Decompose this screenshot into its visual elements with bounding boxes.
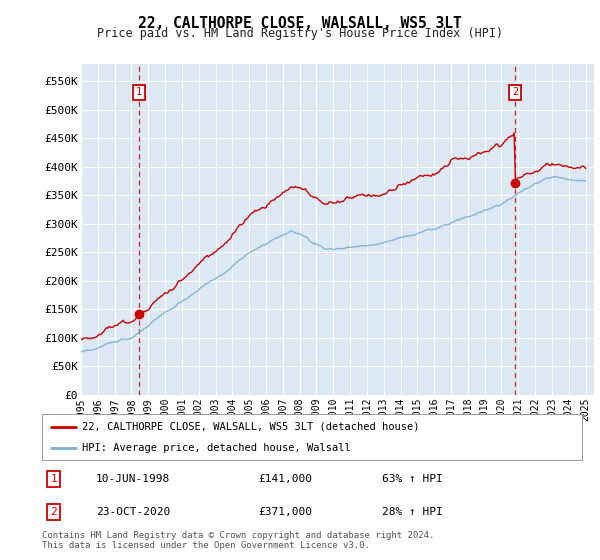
Text: 28% ↑ HPI: 28% ↑ HPI xyxy=(382,507,443,517)
Text: 22, CALTHORPE CLOSE, WALSALL, WS5 3LT: 22, CALTHORPE CLOSE, WALSALL, WS5 3LT xyxy=(138,16,462,31)
Text: 23-OCT-2020: 23-OCT-2020 xyxy=(96,507,170,517)
Text: 63% ↑ HPI: 63% ↑ HPI xyxy=(382,474,443,484)
Text: 2: 2 xyxy=(50,507,57,517)
Text: Contains HM Land Registry data © Crown copyright and database right 2024.
This d: Contains HM Land Registry data © Crown c… xyxy=(42,530,434,550)
Text: Price paid vs. HM Land Registry's House Price Index (HPI): Price paid vs. HM Land Registry's House … xyxy=(97,27,503,40)
Text: 1: 1 xyxy=(136,87,142,97)
Text: £371,000: £371,000 xyxy=(258,507,312,517)
Text: 10-JUN-1998: 10-JUN-1998 xyxy=(96,474,170,484)
Text: HPI: Average price, detached house, Walsall: HPI: Average price, detached house, Wals… xyxy=(83,443,351,453)
Text: £141,000: £141,000 xyxy=(258,474,312,484)
Text: 22, CALTHORPE CLOSE, WALSALL, WS5 3LT (detached house): 22, CALTHORPE CLOSE, WALSALL, WS5 3LT (d… xyxy=(83,422,420,432)
Text: 1: 1 xyxy=(50,474,57,484)
Text: 2: 2 xyxy=(512,87,518,97)
